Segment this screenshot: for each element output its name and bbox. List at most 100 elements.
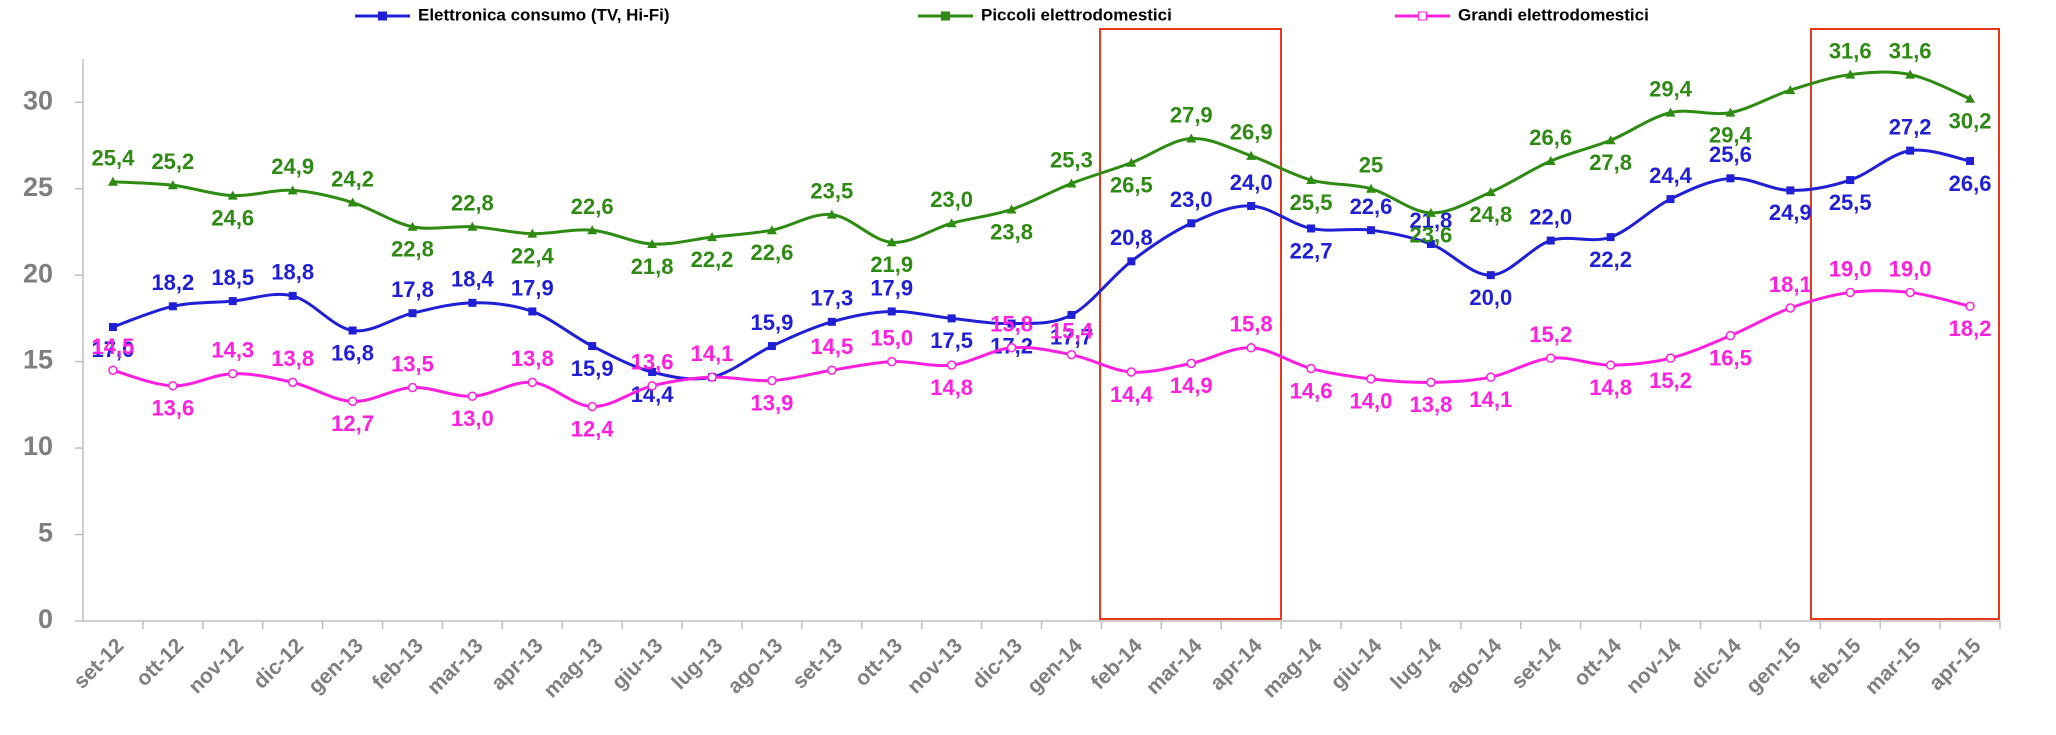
marker	[467, 221, 478, 231]
marker	[1605, 135, 1616, 145]
marker	[1846, 176, 1855, 185]
data-label: 22,6	[1350, 194, 1393, 219]
data-label: 29,4	[1709, 122, 1753, 147]
marker	[1066, 349, 1077, 360]
marker	[827, 317, 836, 326]
marker	[1546, 236, 1555, 245]
x-tick-label: giu-14	[1326, 634, 1386, 694]
x-tick-label: ago-14	[1442, 634, 1506, 698]
x-tick-label: dic-14	[1687, 634, 1746, 693]
data-label: 22,8	[391, 237, 434, 262]
marker	[528, 307, 537, 316]
data-label: 18,4	[451, 267, 495, 292]
y-tick-label: 25	[23, 172, 53, 202]
data-label: 18,5	[211, 265, 254, 290]
legend-label: Grandi elettrodomestici	[1458, 5, 1649, 24]
data-label: 20,8	[1110, 225, 1153, 250]
x-tick-label: ago-13	[723, 634, 787, 698]
marker	[1486, 372, 1496, 382]
data-label: 18,1	[1769, 272, 1812, 297]
highlight-box	[1810, 28, 2000, 620]
marker	[707, 372, 717, 382]
marker	[407, 382, 418, 393]
marker	[766, 225, 777, 235]
x-tick-label: mar-14	[1142, 634, 1207, 699]
data-label: 22,8	[451, 191, 494, 216]
marker	[407, 221, 418, 231]
marker	[227, 190, 238, 200]
x-tick-label: set-12	[69, 634, 128, 693]
y-tick-label: 0	[38, 604, 53, 634]
marker	[1306, 363, 1316, 374]
data-label: 19,0	[1889, 256, 1932, 281]
marker	[1066, 178, 1077, 188]
data-label: 23,0	[930, 187, 973, 212]
data-label: 27,9	[1170, 102, 1213, 127]
data-label: 15,4	[1050, 319, 1094, 344]
x-tick-label: nov-12	[184, 634, 248, 698]
marker	[1307, 224, 1316, 233]
y-tick-label: 20	[23, 258, 53, 288]
data-label: 25,4	[92, 146, 136, 171]
data-label: 13,8	[271, 346, 314, 371]
data-label: 22,2	[1589, 247, 1632, 272]
data-label: 21,9	[870, 252, 913, 277]
data-label: 12,4	[571, 416, 615, 441]
x-tick-label: set-14	[1507, 634, 1566, 693]
legend-label: Elettronica consumo (TV, Hi-Fi)	[418, 5, 670, 24]
data-label: 24,2	[331, 166, 374, 191]
data-label: 14,0	[1350, 389, 1393, 414]
marker	[767, 375, 777, 386]
marker	[1726, 174, 1735, 183]
marker	[1605, 360, 1616, 370]
marker	[167, 180, 178, 190]
marker	[1127, 257, 1136, 266]
data-label: 17,5	[930, 328, 973, 353]
marker	[1545, 353, 1556, 363]
data-label: 25,2	[151, 149, 194, 174]
marker	[1725, 107, 1736, 117]
x-tick-label: mar-13	[423, 634, 488, 699]
marker	[287, 377, 298, 388]
data-label: 23,0	[1170, 187, 1213, 212]
data-label: 16,8	[331, 340, 374, 365]
x-tick-label: ott-12	[132, 634, 189, 691]
marker	[108, 323, 117, 332]
data-label: 27,8	[1589, 150, 1632, 175]
data-label: 24,0	[1230, 170, 1273, 195]
marker	[1186, 358, 1197, 369]
marker	[1786, 186, 1795, 195]
x-tick-label: set-13	[788, 634, 847, 693]
data-label: 26,5	[1110, 173, 1153, 198]
marker	[1126, 157, 1137, 167]
y-tick-label: 15	[23, 345, 53, 375]
data-label: 22,4	[511, 243, 555, 268]
data-label: 18,2	[151, 270, 194, 295]
x-tick-label: feb-15	[1806, 634, 1866, 694]
marker	[1485, 187, 1496, 197]
marker	[1365, 183, 1376, 193]
legend-marker	[378, 11, 387, 21]
x-tick-label: mar-15	[1861, 634, 1926, 699]
data-label: 15,8	[990, 312, 1033, 337]
marker	[588, 342, 597, 351]
data-label: 13,5	[391, 351, 434, 376]
x-tick-label: nov-13	[903, 634, 967, 698]
y-tick-label: 10	[23, 431, 53, 461]
data-label: 13,0	[451, 406, 494, 431]
marker	[347, 396, 358, 407]
marker	[1486, 271, 1495, 280]
marker	[1906, 146, 1915, 155]
x-tick-label: dic-13	[968, 634, 1027, 693]
marker	[1126, 367, 1137, 377]
data-label: 20,0	[1469, 285, 1512, 310]
marker	[348, 326, 357, 335]
data-label: 22,6	[751, 240, 794, 265]
data-label: 17,8	[391, 277, 434, 302]
data-label: 14,8	[930, 375, 973, 400]
x-tick-label: gen-14	[1023, 634, 1087, 698]
marker	[1006, 343, 1017, 353]
marker	[1845, 287, 1855, 298]
x-tick-label: lug-13	[667, 634, 727, 694]
data-label: 17,9	[870, 275, 913, 300]
